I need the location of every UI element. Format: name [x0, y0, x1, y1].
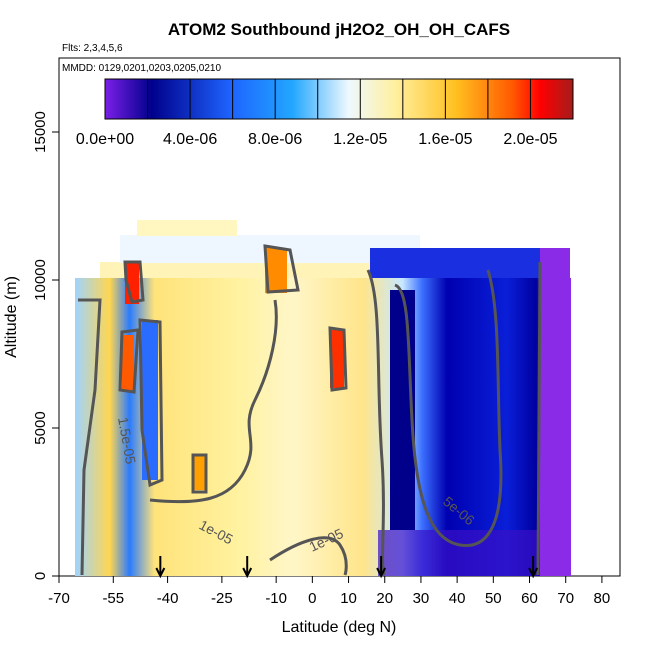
- contour-3: [138, 318, 164, 488]
- y-tick-label: 15000: [32, 111, 49, 153]
- contour-10: [366, 269, 386, 576]
- x-tick-label: -70: [48, 590, 70, 607]
- dates-label: MMDD: 0129,0201,0203,0205,0210: [62, 63, 221, 74]
- x-tick-label: -10: [265, 590, 287, 607]
- contour-lines: [78, 244, 542, 576]
- colorbar-tick-label: 1.2e-05: [333, 131, 387, 148]
- hotspot-south-mid: [122, 335, 134, 390]
- field-north-bottom: [378, 530, 538, 576]
- colorbar-gradient: [104, 78, 574, 120]
- x-tick-label: -25: [211, 590, 233, 607]
- contour-11: [394, 269, 503, 548]
- x-tick-label: -40: [157, 590, 179, 607]
- contour-12: [536, 261, 542, 576]
- x-tick-label: -55: [102, 590, 124, 607]
- contour-4: [263, 244, 300, 294]
- x-tick-label: 30: [413, 590, 430, 607]
- x-tick-label: 70: [557, 590, 574, 607]
- colorbar-tick-label: 0.0e+00: [76, 131, 134, 148]
- contour-5: [328, 326, 348, 392]
- heatmap-field: [75, 220, 571, 576]
- x-tick-label: 0: [308, 590, 316, 607]
- arrow-head: [242, 567, 253, 579]
- y-tick-label: 10000: [32, 259, 49, 301]
- x-axis: -70 -55 -40 -25 -10 0 10 20 30 40 50 60 70 80: [48, 576, 610, 607]
- arrow-head: [376, 567, 387, 579]
- y-tick-label: 0: [32, 572, 49, 580]
- hotspot-equator: [330, 330, 344, 388]
- y-axis: 0 5000 10000 15000: [32, 111, 59, 580]
- hotspot-upper-tropics: [265, 248, 287, 293]
- contour-9: [269, 536, 348, 576]
- colorbar-tick-label: 8.0e-06: [248, 131, 302, 148]
- x-tick-label: 10: [340, 590, 357, 607]
- field-north-purple: [540, 248, 570, 576]
- contour-6: [191, 453, 208, 494]
- contour-2: [118, 328, 140, 394]
- arrow-head: [528, 567, 539, 579]
- x-tick-label: 80: [594, 590, 611, 607]
- contour-1: [123, 260, 145, 304]
- flights-label: Flts: 2,3,4,5,6: [62, 43, 123, 54]
- field-north-top: [370, 248, 566, 278]
- flight-arrows: [155, 556, 539, 579]
- contour-8: [149, 299, 278, 504]
- x-axis-label: Latitude (deg N): [282, 619, 397, 636]
- field-upper-band: [100, 262, 420, 278]
- y-axis-label: Altitude (m): [3, 276, 20, 358]
- chart-title: ATOM2 Southbound jH2O2_OH_OH_CAFS: [168, 20, 510, 39]
- x-tick-label: 20: [376, 590, 393, 607]
- x-tick-label: 60: [521, 590, 538, 607]
- colorbar-tick-label: 2.0e-05: [503, 131, 557, 148]
- field-top-cap: [137, 220, 237, 236]
- arrow-head: [155, 567, 166, 579]
- colorbar-tick-label: 1.6e-05: [418, 131, 472, 148]
- colorbar-tick-label: 4.0e-06: [163, 131, 217, 148]
- hotspot-low: [193, 455, 205, 490]
- colorbar-dividers: [147, 79, 531, 119]
- x-tick-label: 50: [485, 590, 502, 607]
- x-tick-label: 40: [449, 590, 466, 607]
- y-tick-label: 5000: [32, 411, 49, 444]
- cold-strip-south: [142, 320, 158, 480]
- colorbar-ticks: 0.0e+00 4.0e-06 8.0e-06 1.2e-05 1.6e-05 2.0e-…: [76, 131, 558, 148]
- contour-7: [78, 298, 102, 576]
- colorbar: 0.0e+00 4.0e-06 8.0e-06 1.2e-05 1.6e-05 2.0e-…: [76, 78, 574, 148]
